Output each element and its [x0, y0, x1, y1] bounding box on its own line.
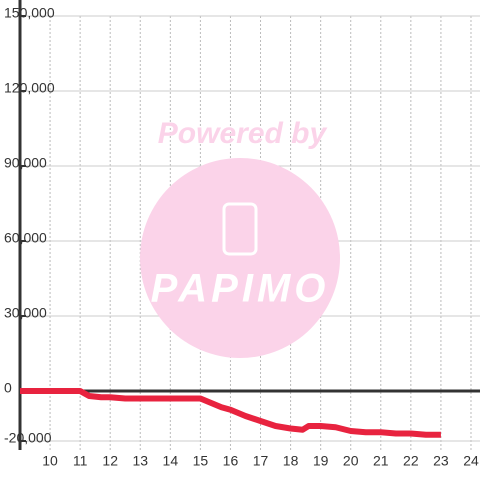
x-tick-label: 23	[433, 453, 449, 469]
data-line	[20, 388, 441, 438]
x-tick-label: 13	[132, 453, 148, 469]
x-tick-label: 24	[463, 453, 479, 469]
y-tick-label: 0	[4, 380, 12, 396]
x-tick-label: 20	[343, 453, 359, 469]
watermark-phone	[222, 202, 258, 256]
x-tick-label: 11	[73, 453, 88, 469]
x-tick-label: 12	[102, 453, 118, 469]
y-tick-label: 90,000	[4, 155, 47, 171]
x-tick-label: 15	[193, 453, 209, 469]
x-tick-label: 16	[223, 453, 239, 469]
y-tick-label: 150,000	[4, 5, 55, 21]
x-tick-label: 21	[373, 453, 389, 469]
y-tick-label: 30,000	[4, 305, 47, 321]
x-tick-label: 22	[403, 453, 419, 469]
x-tick-label: 10	[42, 453, 58, 469]
x-tick-label: 19	[313, 453, 329, 469]
watermark-circle	[140, 158, 340, 358]
watermark-logo: PAPIMO	[151, 267, 330, 311]
x-tick-label: 18	[283, 453, 299, 469]
watermark-text: Powered by	[158, 117, 328, 150]
y-tick-label: -20,000	[4, 430, 52, 446]
x-tick-label: 14	[163, 453, 179, 469]
x-tick-label: 17	[253, 453, 269, 469]
y-tick-label: 60,000	[4, 230, 47, 246]
y-tick-label: 120,000	[4, 80, 55, 96]
